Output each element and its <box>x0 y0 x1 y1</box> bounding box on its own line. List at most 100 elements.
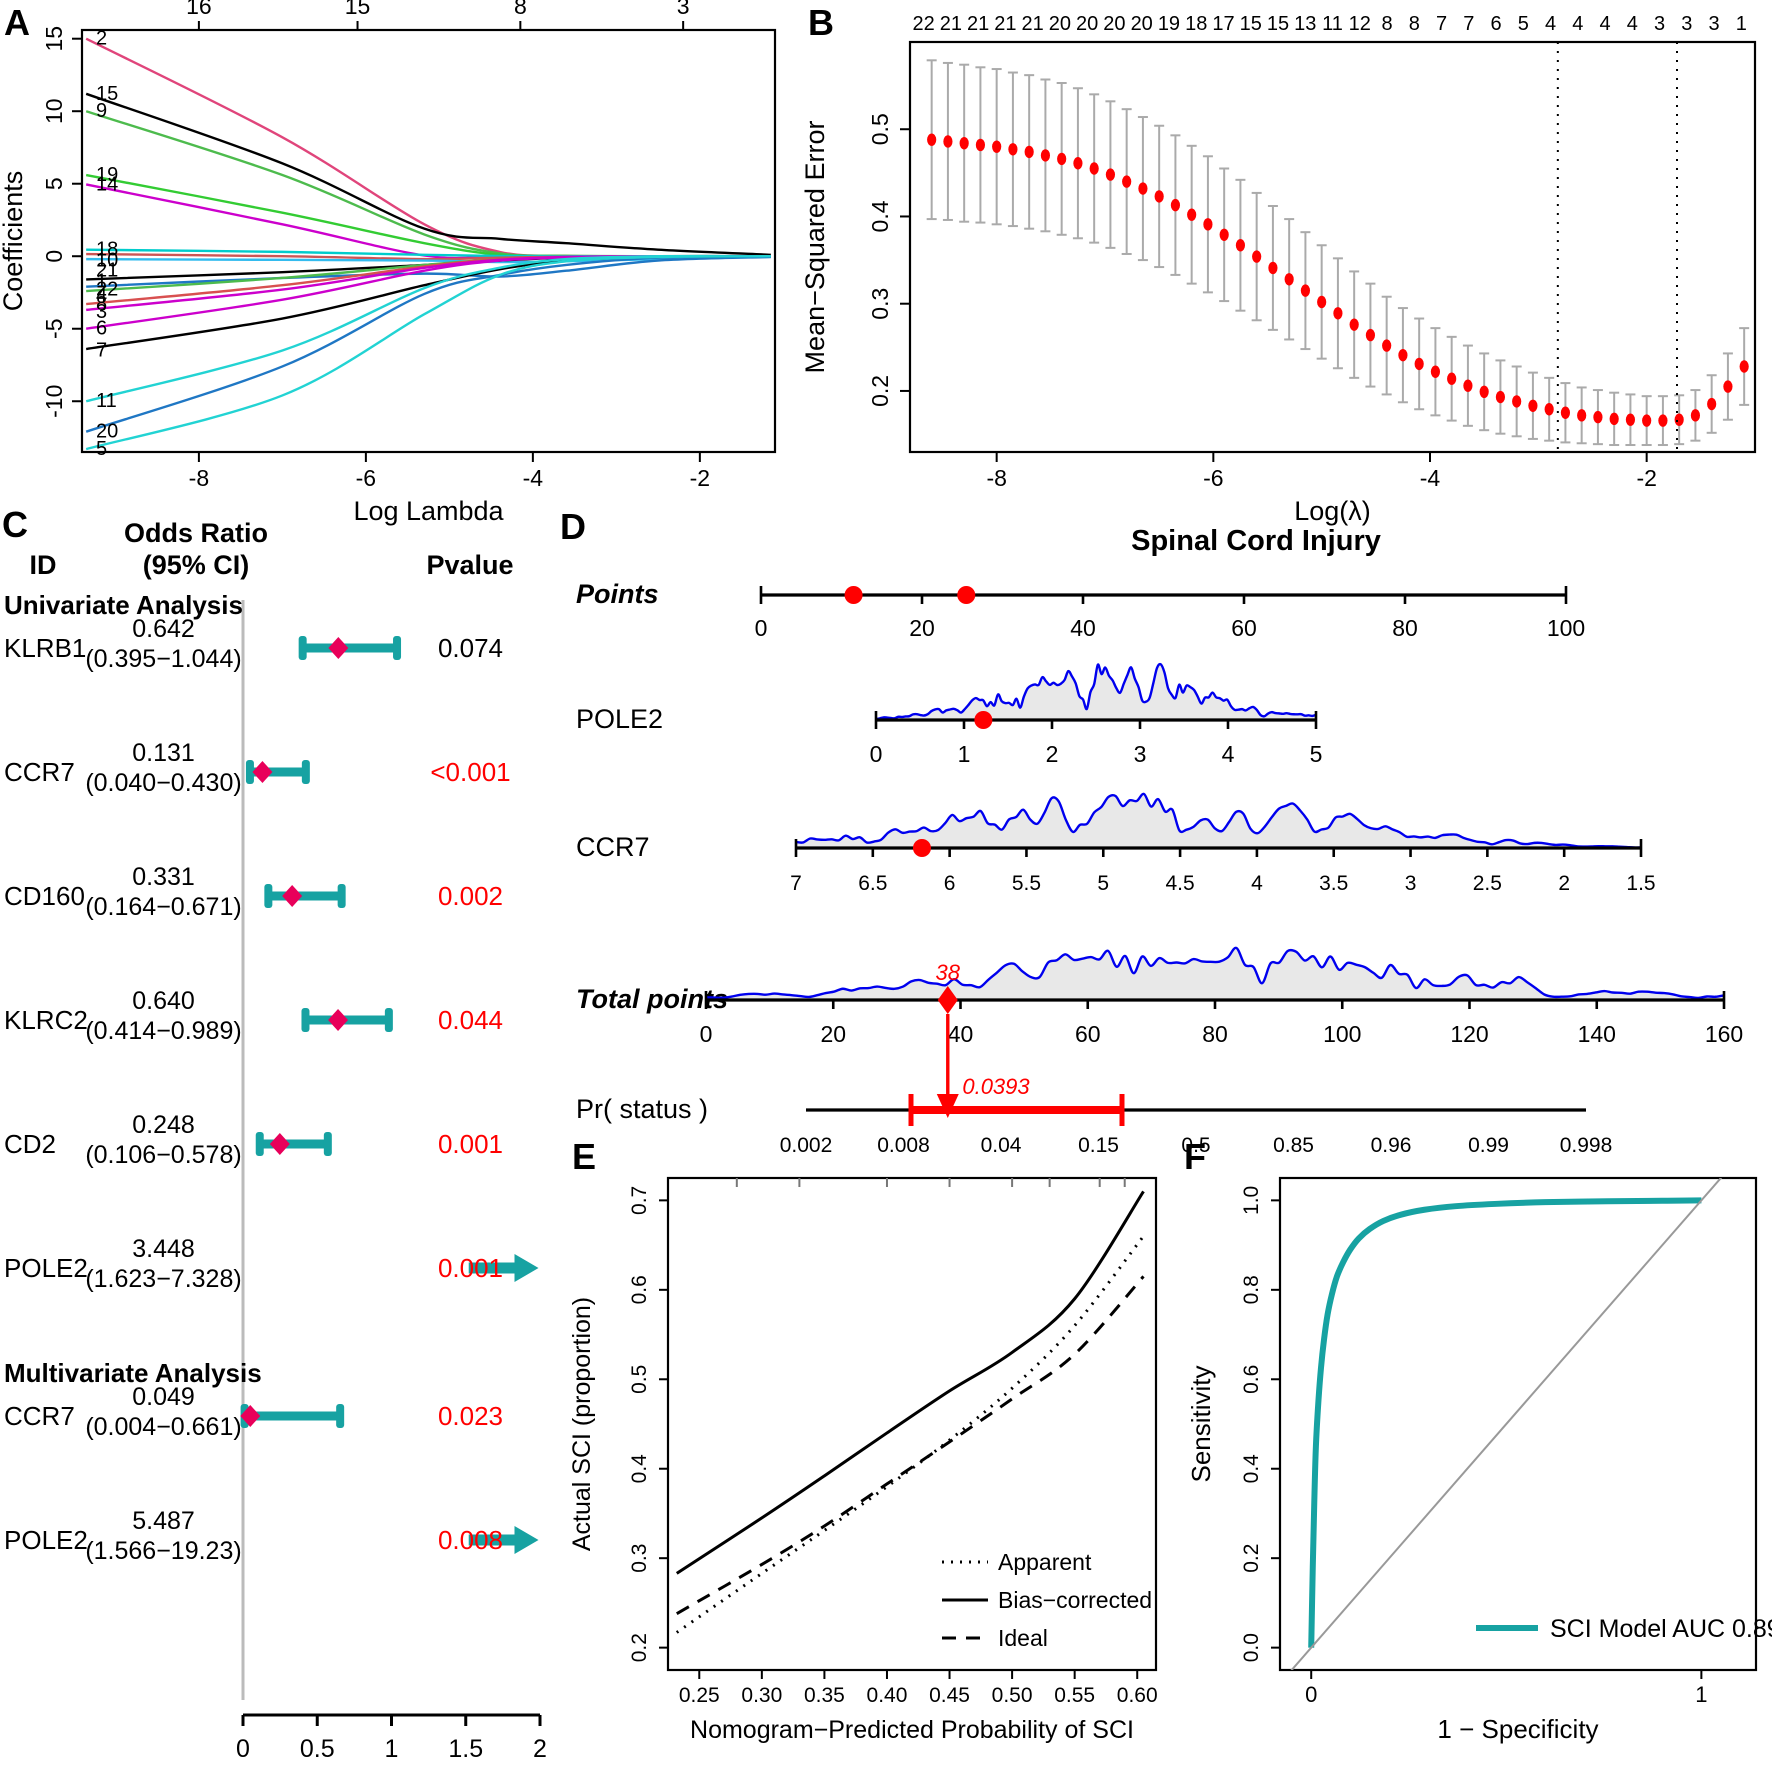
forest-row-odds-ratio: 0.131 <box>132 739 195 767</box>
curve-label: 20 <box>96 421 118 443</box>
column-header-pvalue: Pvalue <box>426 550 514 580</box>
y-tick-label: 0.3 <box>867 288 893 320</box>
forest-row-id: KLRC2 <box>4 1005 88 1035</box>
panel-d-label: D <box>560 506 586 547</box>
nomogram-tick-label: 80 <box>1202 1021 1228 1047</box>
panel-f-roc-curve: F 0.0 0.2 0.4 0.6 0.8 1.0 0 1 1 − Specificity Sen… <box>1176 1130 1772 1772</box>
x-tick-label: 0 <box>1305 1682 1317 1707</box>
coefficient-path <box>85 37 771 258</box>
panel-b-xlabel: Log(λ) <box>1294 496 1371 526</box>
forest-row-id: KLRB1 <box>4 633 87 663</box>
nomogram-row-label-4: Pr( status ) <box>576 1094 708 1124</box>
forest-row-odds-ratio: 5.487 <box>132 1507 195 1535</box>
forest-ci-cap-high <box>393 636 402 660</box>
nomogram-tick-label: 100 <box>1547 615 1585 641</box>
nomogram-tick-label: 2 <box>1046 741 1059 767</box>
top-count-label: 21 <box>940 13 962 35</box>
top-count-label: 3 <box>1681 13 1692 35</box>
curve-label: 15 <box>96 83 118 105</box>
nomogram-tick-label: 0.008 <box>877 1134 930 1157</box>
roc-reference-line <box>1290 1178 1723 1670</box>
nomogram-tick-label: 3 <box>1134 741 1147 767</box>
nomogram-tick-label: 0.85 <box>1273 1134 1314 1157</box>
forest-ci-cap-low <box>298 636 307 660</box>
top-tick-label: 15 <box>345 0 371 19</box>
forest-ci-cap-high <box>384 1008 393 1032</box>
y-tick-label: 0.6 <box>628 1275 651 1304</box>
panel-a-xlabel: Log Lambda <box>353 496 504 526</box>
y-tick-label: 0.2 <box>1240 1544 1263 1573</box>
nomogram-tick-label: 5.5 <box>1012 872 1041 895</box>
forest-row-confidence-interval: (0.040−0.430) <box>85 769 242 797</box>
nomogram-tick-label: 7 <box>790 872 802 895</box>
y-tick-label: -5 <box>41 319 67 339</box>
forest-point-estimate <box>282 885 303 907</box>
nomogram-tick-label: 3 <box>1405 872 1417 895</box>
column-header-odds-ratio-line2: (95% CI) <box>142 550 250 580</box>
top-count-label: 12 <box>1349 13 1371 35</box>
nomogram-tick-label: 40 <box>1070 615 1096 641</box>
forest-row-pvalue: 0.044 <box>437 1005 504 1035</box>
nomogram-tick-label: 0.998 <box>1560 1134 1613 1157</box>
x-tick-label: 0.35 <box>804 1684 845 1707</box>
panel-f-ylabel: Sensitivity <box>1186 1365 1216 1482</box>
forest-row-odds-ratio: 0.642 <box>132 615 195 643</box>
panel-a-frame <box>80 28 777 454</box>
forest-ci-cap-low <box>264 884 273 908</box>
curve-label: 9 <box>96 100 107 122</box>
top-count-label: 20 <box>1049 13 1071 35</box>
top-count-label: 4 <box>1600 13 1611 35</box>
panel-b-cv-error: B 22 21 21 21 21 20 20 20 20 19 18 17 15 15 13 11 12 8 8 7 7… <box>790 0 1772 526</box>
top-count-label: 20 <box>1076 13 1098 35</box>
nomogram-tick-label: 40 <box>948 1021 974 1047</box>
x-tick-label: -6 <box>356 465 376 491</box>
nomogram-marker <box>844 586 863 604</box>
top-tick-label: 3 <box>677 0 690 19</box>
x-tick-label: -4 <box>1420 465 1441 491</box>
panel-a-lasso-coefficients: A 16 15 8 3 15 10 5 0 -5 -10 -8 -6 -4 -2 Log Lambda Coe… <box>0 0 790 526</box>
curve-label: 3 <box>96 301 107 323</box>
curve-label: 4 <box>96 285 107 307</box>
forest-row-confidence-interval: (1.566−19.23) <box>85 1537 242 1565</box>
error-bars <box>926 59 1750 447</box>
top-count-label: 7 <box>1463 13 1474 35</box>
nomogram-tick-label: 3.5 <box>1319 872 1348 895</box>
nomogram-density-curve <box>795 792 1642 849</box>
forest-row-pvalue: 0.001 <box>437 1129 504 1159</box>
panel-d-nomogram: D Spinal Cord Injury Points 0 20 40 60 80 100 PO… <box>556 500 1772 1157</box>
y-tick-label: 0.5 <box>867 113 893 145</box>
nomogram-row-label-3: Total points <box>576 984 728 1014</box>
nomogram-tick-label: 6 <box>944 872 956 895</box>
nomogram-tick-label: 0 <box>870 741 883 767</box>
panel-e-label: E <box>572 1136 597 1177</box>
forest-row-confidence-interval: (1.623−7.328) <box>85 1265 242 1293</box>
nomogram-tick-label: 140 <box>1578 1021 1616 1047</box>
top-count-label: 19 <box>1158 13 1180 35</box>
panel-a-ylabel: Coefficients <box>0 171 28 312</box>
top-count-label: 4 <box>1572 13 1583 35</box>
forest-row-id: POLE2 <box>4 1525 88 1555</box>
top-tick-label: 8 <box>514 0 527 19</box>
legend-label: Ideal <box>998 1625 1048 1651</box>
nomogram-density-fill <box>706 947 1724 1000</box>
forest-ci-cap-high <box>301 760 310 784</box>
top-count-label: 4 <box>1627 13 1638 35</box>
panel-c-label: C <box>2 504 28 545</box>
forest-row-odds-ratio: 0.640 <box>132 987 195 1015</box>
y-tick-label: 10 <box>41 98 67 124</box>
forest-row-confidence-interval: (0.106−0.578) <box>85 1141 242 1169</box>
forest-row-id: CD2 <box>4 1129 57 1159</box>
x-tick-label: 0.55 <box>1054 1684 1095 1707</box>
forest-row-id: POLE2 <box>4 1253 88 1283</box>
nomogram-tick-label: 5 <box>1310 741 1323 767</box>
y-tick-label: 0.4 <box>867 200 893 232</box>
top-tick-label: 16 <box>186 0 212 19</box>
nomogram-tick-label: 0 <box>755 615 768 641</box>
top-count-label: 7 <box>1436 13 1447 35</box>
curve-label: 5 <box>96 438 107 460</box>
y-tick-label: 5 <box>41 177 67 190</box>
top-count-label: 21 <box>994 13 1016 35</box>
coefficient-path <box>85 173 771 258</box>
calibration-curve-solid <box>675 1190 1145 1575</box>
